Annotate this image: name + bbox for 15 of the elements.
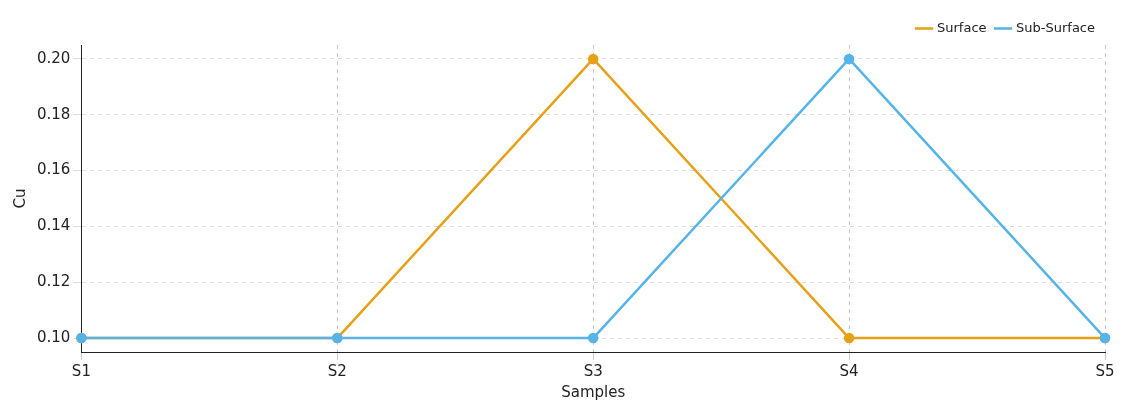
legend-label: Surface [937,19,987,35]
x-tick-label: S3 [583,361,603,380]
y-tick-label: 0.18 [36,104,71,123]
x-tick-label: S5 [1095,361,1115,380]
y-tick-label: 0.10 [36,327,71,346]
x-tick-label: S4 [839,361,859,380]
y-tick-label: 0.20 [36,48,71,67]
y-tick-label: 0.12 [36,272,71,291]
x-tick-label: S2 [327,361,347,380]
legend-label: Sub-Surface [1016,19,1096,35]
y-tick-label: 0.14 [36,216,71,235]
x-tick-label: S1 [71,361,91,380]
x-axis-title: Samples [561,382,626,401]
y-axis-title: Cu [10,188,29,209]
y-tick-label: 0.16 [36,160,71,179]
